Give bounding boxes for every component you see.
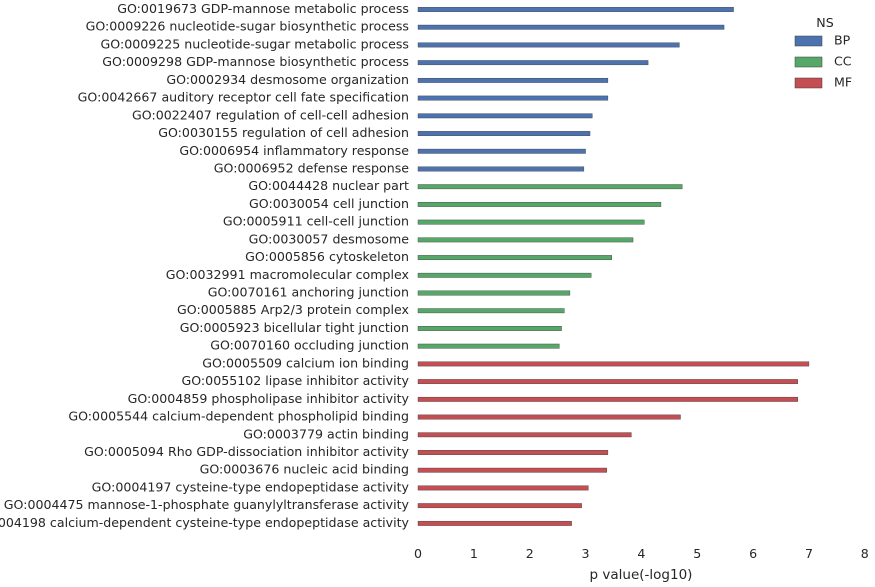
bar-cc bbox=[417, 290, 571, 296]
bar-mf bbox=[417, 450, 609, 455]
x-tick-label: 4 bbox=[637, 546, 645, 561]
category-label: GO:0030155 regulation of cell adhesion bbox=[158, 125, 409, 140]
category-label: GO:0006954 inflammatory response bbox=[179, 143, 409, 158]
bar-cc bbox=[417, 237, 634, 243]
bar-cc bbox=[417, 202, 662, 207]
legend-label: MF bbox=[834, 75, 852, 90]
category-label: GO:0042667 auditory receptor cell fate s… bbox=[78, 90, 409, 105]
bar-cc bbox=[417, 255, 612, 260]
category-label: GO:0005544 calcium-dependent phospholipi… bbox=[68, 409, 409, 424]
bar-mf bbox=[417, 520, 572, 526]
bar-cc bbox=[417, 326, 562, 331]
x-tick-label: 3 bbox=[582, 546, 590, 561]
legend: NS BP CC MF bbox=[794, 15, 852, 90]
legend-swatch-cc bbox=[794, 56, 823, 68]
category-label: GO:0019673 GDP-mannose metabolic process bbox=[117, 1, 409, 16]
category-label: GO:0004475 mannose-1-phosphate guanylylt… bbox=[4, 497, 410, 512]
bar-mf bbox=[417, 485, 589, 491]
x-tick-label: 0 bbox=[414, 546, 422, 561]
legend-title: NS bbox=[816, 15, 833, 30]
legend-items: BP CC MF bbox=[794, 33, 852, 90]
category-label: GO:0009298 GDP-mannose biosynthetic proc… bbox=[102, 54, 409, 69]
bar-mf bbox=[417, 432, 632, 438]
category-label: GO:0032991 macromolecular complex bbox=[166, 267, 410, 282]
x-axis-ticks: 0 1 2 3 4 5 6 7 8 bbox=[414, 546, 869, 561]
legend-label: CC bbox=[834, 54, 852, 69]
bar-bp bbox=[417, 131, 591, 136]
bar-cc bbox=[417, 219, 645, 225]
bar-cc bbox=[417, 308, 565, 314]
bar-cc bbox=[417, 272, 592, 278]
category-label: GO:0002934 desmosome organization bbox=[166, 72, 409, 87]
legend-swatch-mf bbox=[794, 77, 823, 89]
category-label: GO:0005856 cytoskeleton bbox=[245, 249, 409, 264]
category-label: GO:0005911 cell-cell junction bbox=[223, 214, 409, 229]
category-label: GO:0004198 calcium-dependent cysteine-ty… bbox=[0, 515, 410, 530]
bar-bp bbox=[417, 113, 593, 119]
category-label: GO:0005094 Rho GDP-dissociation inhibito… bbox=[84, 444, 409, 459]
category-label: GO:0070161 anchoring junction bbox=[208, 285, 409, 300]
x-tick-label: 2 bbox=[526, 546, 534, 561]
category-label: GO:0005923 bicellular tight junction bbox=[180, 320, 409, 335]
bar-bp bbox=[417, 95, 609, 101]
bars-layer bbox=[417, 7, 810, 526]
bar-mf bbox=[417, 414, 681, 420]
bar-mf bbox=[417, 396, 798, 402]
bar-mf bbox=[417, 467, 607, 473]
bar-cc bbox=[417, 184, 683, 190]
category-label: GO:0005885 Arp2/3 protein complex bbox=[177, 302, 410, 317]
category-label: GO:0055102 lipase inhibitor activity bbox=[181, 373, 409, 388]
bar-bp bbox=[417, 42, 680, 48]
legend-swatch-bp bbox=[794, 35, 823, 47]
legend-label: BP bbox=[834, 33, 851, 48]
category-label: GO:0006952 defense response bbox=[214, 160, 409, 175]
category-label: GO:0070160 occluding junction bbox=[210, 338, 409, 353]
category-label: GO:0022407 regulation of cell-cell adhes… bbox=[132, 107, 409, 122]
category-label: GO:0005509 calcium ion binding bbox=[202, 355, 409, 370]
bar-bp bbox=[417, 24, 725, 30]
bar-cc bbox=[417, 343, 560, 349]
category-label: GO:0044428 nuclear part bbox=[248, 178, 409, 193]
bar-bp bbox=[417, 7, 734, 12]
x-tick-label: 6 bbox=[749, 546, 757, 561]
bar-bp bbox=[417, 148, 586, 154]
x-axis-title: p value(-log10) bbox=[590, 567, 693, 583]
category-label: GO:0009226 nucleotide-sugar biosynthetic… bbox=[86, 19, 409, 34]
category-label: GO:0004859 phospholipase inhibitor activ… bbox=[128, 391, 410, 406]
bar-mf bbox=[417, 379, 798, 385]
category-label: GO:0003779 actin binding bbox=[243, 426, 409, 441]
category-label: GO:0004197 cysteine-type endopeptidase a… bbox=[92, 479, 410, 494]
category-label: GO:0030054 cell junction bbox=[249, 196, 409, 211]
bar-bp bbox=[417, 60, 649, 66]
bar-mf bbox=[417, 503, 582, 509]
bar-mf bbox=[417, 361, 810, 367]
category-label: GO:0030057 desmosome bbox=[249, 231, 410, 246]
x-tick-label: 7 bbox=[805, 546, 813, 561]
x-tick-label: 5 bbox=[693, 546, 701, 561]
category-label: GO:0009225 nucleotide-sugar metabolic pr… bbox=[101, 36, 409, 51]
x-tick-label: 1 bbox=[470, 546, 478, 561]
bar-bp bbox=[417, 166, 585, 172]
category-labels: GO:0019673 GDP-mannose metabolic process… bbox=[0, 1, 410, 530]
x-tick-label: 8 bbox=[861, 546, 869, 561]
bar-bp bbox=[417, 77, 609, 83]
category-label: GO:0003676 nucleic acid binding bbox=[200, 462, 409, 477]
